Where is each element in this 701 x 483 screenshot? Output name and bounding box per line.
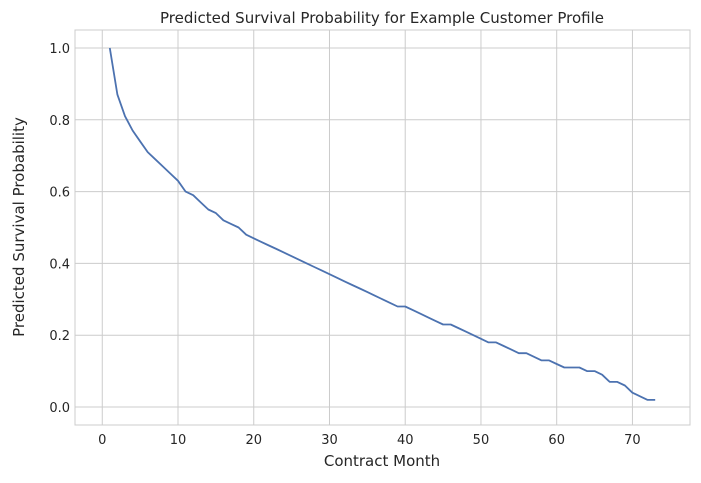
y-tick-label: 1.0 bbox=[49, 42, 70, 57]
y-tick-label: 0.8 bbox=[49, 114, 70, 129]
y-axis-label: Predicted Survival Probability bbox=[10, 117, 28, 337]
x-tick-label: 70 bbox=[624, 433, 641, 448]
x-tick-label: 30 bbox=[321, 433, 338, 448]
chart-title: Predicted Survival Probability for Examp… bbox=[160, 9, 604, 27]
x-tick-label: 60 bbox=[548, 433, 565, 448]
x-tick-label: 40 bbox=[397, 433, 414, 448]
x-tick-label: 0 bbox=[98, 433, 106, 448]
survival-line bbox=[108, 47, 656, 401]
x-tick-label: 50 bbox=[473, 433, 490, 448]
y-tick-label: 0.2 bbox=[49, 329, 70, 344]
x-tick-label: 10 bbox=[170, 433, 187, 448]
y-tick-label: 0.6 bbox=[49, 186, 70, 201]
x-axis-label: Contract Month bbox=[324, 452, 440, 470]
plot-area-border bbox=[74, 29, 691, 426]
y-tick-label: 0.0 bbox=[49, 401, 70, 416]
x-tick-label: 20 bbox=[245, 433, 262, 448]
y-tick-label: 0.4 bbox=[49, 257, 70, 272]
